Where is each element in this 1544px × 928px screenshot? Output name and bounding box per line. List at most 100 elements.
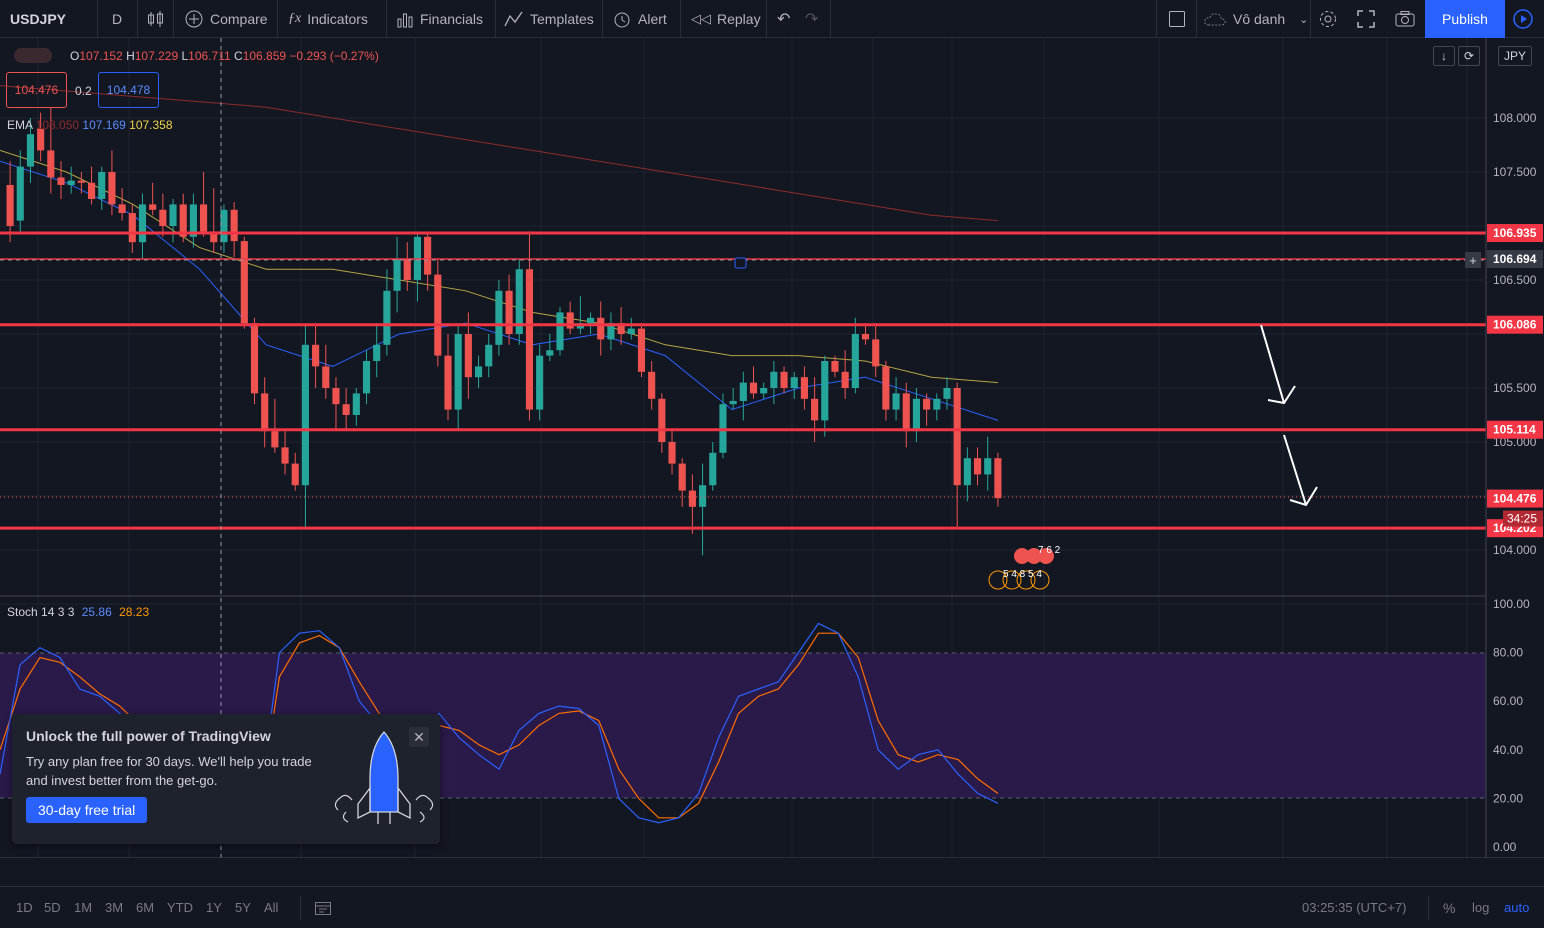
replay-label: Replay [717, 11, 761, 27]
drag-handle[interactable] [734, 257, 747, 269]
symbol-search[interactable]: USDJPY [10, 11, 67, 27]
promo-title: Unlock the full power of TradingView [26, 728, 271, 744]
range-1d[interactable]: 1D [16, 900, 33, 915]
candle [709, 442, 717, 491]
divider [766, 0, 767, 38]
settings-button[interactable] [1318, 0, 1338, 38]
candle-body [943, 388, 951, 399]
candle-body [739, 382, 747, 401]
horizontal-levels[interactable] [0, 231, 1486, 530]
level-price-badge[interactable] [1487, 250, 1543, 269]
play-button[interactable] [1512, 0, 1534, 38]
auto-toggle[interactable]: auto [1504, 900, 1530, 915]
currency-badge[interactable]: JPY [1498, 46, 1532, 66]
clock-display[interactable]: 03:25:35 (UTC+7) [1302, 900, 1407, 915]
stoch-legend[interactable]: Stoch 14 3 3 25.86 28.23 [7, 605, 149, 619]
range-ytd[interactable]: YTD [167, 900, 193, 915]
bar-chart-icon [397, 13, 413, 28]
candle-body [474, 366, 483, 378]
trend-arrows[interactable] [1260, 324, 1318, 507]
snapshot-button[interactable] [1394, 0, 1416, 38]
toggle-view-button[interactable]: ⟳ [1458, 46, 1480, 66]
download-button[interactable]: ↓ [1433, 46, 1455, 66]
chart-type-button[interactable] [146, 0, 166, 38]
log-toggle[interactable]: log [1472, 900, 1490, 915]
level-price-badge[interactable] [1487, 224, 1543, 243]
event-marker[interactable] [1026, 548, 1042, 564]
ema-line [0, 85, 999, 222]
range-all[interactable]: All [264, 900, 279, 915]
candle [556, 307, 564, 356]
indicators-button[interactable]: ƒx Indicators [288, 0, 368, 38]
sell-button[interactable]: 104.476 [6, 72, 67, 108]
economic-events[interactable]: 7 6 2 5 4 8 5 4 [988, 545, 1061, 590]
range-3m[interactable]: 3M [105, 900, 124, 915]
fullscreen-icon [1357, 10, 1375, 28]
event-marker[interactable] [1014, 548, 1030, 564]
candle [332, 377, 340, 432]
close-button[interactable]: ✕ [409, 727, 429, 747]
layout-grid-button[interactable] [1168, 0, 1186, 38]
range-1y[interactable]: 1Y [206, 900, 222, 915]
free-trial-button[interactable]: 30-day free trial [26, 797, 148, 823]
event-marker[interactable] [988, 570, 1008, 590]
candle-body [973, 458, 982, 475]
level-price-label: 106.935 [1493, 226, 1537, 240]
ema-mid-value: 107.358 [129, 118, 173, 132]
fullscreen-button[interactable] [1356, 0, 1376, 38]
divider [1428, 896, 1429, 920]
compare-button[interactable]: Compare [184, 0, 268, 38]
ema-legend[interactable]: EMA 108.050 107.169 107.358 [7, 118, 173, 132]
templates-button[interactable]: Templates [504, 0, 594, 38]
indicators-label: Indicators [307, 11, 368, 27]
financials-button[interactable]: Financials [396, 0, 483, 38]
event-marker[interactable] [1030, 570, 1050, 590]
range-5d[interactable]: 5D [44, 900, 61, 915]
candle-body [261, 393, 269, 432]
candle-body [240, 241, 248, 324]
candle [699, 463, 707, 556]
candle-body [250, 323, 259, 394]
alert-button[interactable]: Alert [612, 0, 667, 38]
undo-icon: ↶ [777, 11, 791, 28]
candle-body [861, 334, 870, 340]
candle [312, 323, 320, 388]
candle [47, 107, 55, 194]
level-price-badge[interactable] [1487, 420, 1543, 439]
percent-toggle[interactable]: % [1443, 899, 1456, 916]
candle [760, 382, 768, 399]
range-1m[interactable]: 1M [74, 900, 93, 915]
interval-button[interactable]: D [112, 11, 123, 27]
candle [383, 269, 391, 356]
candle-body [332, 388, 340, 405]
level-price-label: 106.694 [1493, 252, 1537, 266]
replay-button[interactable]: ◁◁ Replay [691, 0, 761, 38]
candle [739, 371, 747, 421]
candle [77, 172, 85, 194]
event-marker[interactable] [1002, 570, 1022, 590]
event-marker[interactable] [1016, 570, 1036, 590]
candle [454, 323, 462, 432]
add-level-button[interactable]: + [1465, 252, 1481, 268]
candle-body [373, 344, 381, 361]
publish-button[interactable]: Publish [1425, 0, 1505, 38]
candle-body [118, 204, 126, 214]
buy-button[interactable]: 104.478 [98, 72, 159, 108]
range-6m[interactable]: 6M [136, 900, 155, 915]
legend-status[interactable] [14, 48, 52, 64]
layout-name-button[interactable]: Vô danh ⌄ [1203, 0, 1308, 38]
candle [424, 231, 432, 291]
candle [821, 355, 829, 437]
candle [943, 377, 951, 410]
redo-button[interactable]: ↷ [805, 0, 818, 38]
undo-button[interactable]: ↶ [777, 0, 790, 38]
date-range-button[interactable] [314, 887, 332, 928]
event-marker[interactable] [1038, 548, 1054, 564]
range-5y[interactable]: 5Y [235, 900, 251, 915]
ema-slow-value: 108.050 [35, 118, 80, 132]
close-value: 106.859 [242, 49, 287, 63]
candle [872, 323, 880, 378]
top-toolbar: USDJPY D Compare ƒx Indicators Financial… [0, 0, 1544, 38]
level-price-badge[interactable] [1487, 315, 1543, 334]
price-axis[interactable]: 108.000107.500106.500105.500105.000104.0… [1487, 111, 1543, 557]
